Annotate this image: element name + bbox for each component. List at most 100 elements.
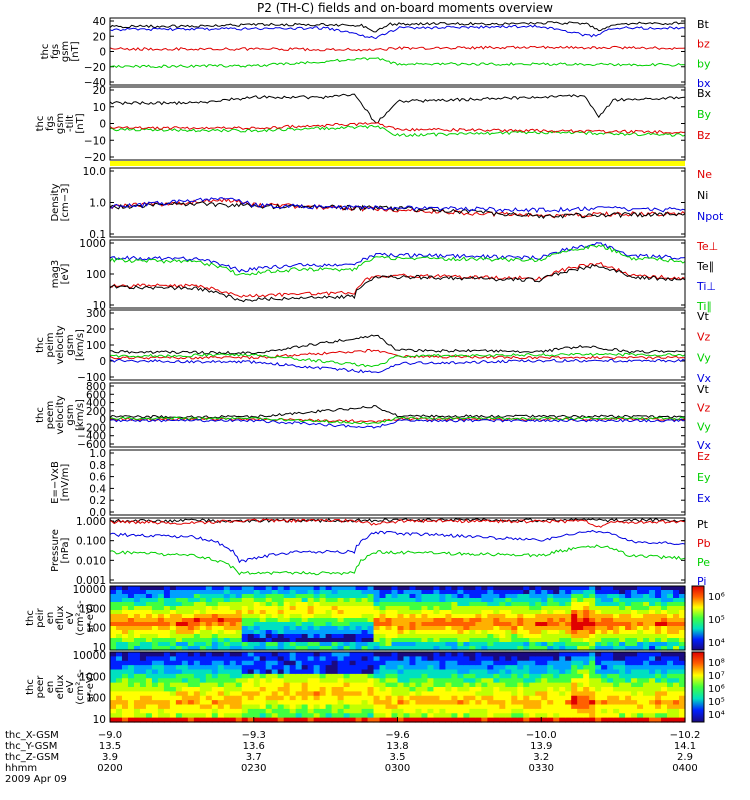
spectrogram-cell [607, 656, 614, 662]
spectrogram-cell [331, 713, 339, 719]
spectrogram-cell [307, 673, 315, 679]
spectrogram-cell [121, 700, 129, 706]
spectrogram-cell [439, 660, 447, 666]
spectrogram-cell [331, 630, 339, 635]
spectrogram-cell [613, 673, 620, 679]
spectrogram-cell [613, 691, 620, 697]
spectrogram-cell [151, 708, 159, 714]
spectrogram-cell [679, 614, 686, 619]
spectrogram-cell [673, 673, 680, 679]
spectrogram-cell [145, 606, 153, 611]
spectrogram-cell [343, 594, 351, 599]
spectrogram-cell [343, 695, 351, 701]
spectrogram-cell [169, 708, 177, 714]
spectrogram-cell [151, 646, 159, 651]
spectrogram-cell [121, 682, 129, 688]
spectrogram-cell [673, 713, 680, 719]
spectrogram-cell [307, 642, 315, 647]
spectrogram-cell [349, 717, 357, 723]
spectrogram-cell [379, 590, 387, 595]
spectrogram-cell [301, 626, 309, 631]
spectrogram-cell [253, 669, 261, 675]
spectrogram-cell [133, 682, 141, 688]
spectrogram-cell [373, 590, 381, 595]
spectrogram-cell [409, 642, 417, 647]
y-tick-label: 300 [86, 308, 106, 320]
spectrogram-cell [607, 713, 614, 719]
spectrogram-cell [217, 606, 225, 611]
spectrogram-cell [397, 626, 405, 631]
spectrogram-cell [595, 638, 602, 643]
spectrogram-cell [397, 660, 405, 666]
spectrogram-cell [463, 610, 470, 615]
spectrogram-cell [421, 717, 429, 723]
spectrogram-cell [571, 704, 578, 710]
spectrogram-cell [385, 626, 393, 631]
spectrogram-cell [163, 652, 171, 657]
spectrogram-cell [241, 665, 249, 671]
spectrogram-cell [547, 590, 554, 595]
spectrogram-cell [277, 594, 285, 599]
spectrogram-cell [121, 606, 129, 611]
spectrogram-cell [343, 630, 351, 635]
spectrogram-cell [361, 622, 369, 627]
spectrogram-cell [157, 691, 165, 697]
spectrogram-cell [439, 691, 447, 697]
spectrogram-cell [625, 691, 632, 697]
spectrogram-cell [619, 610, 626, 615]
spectrogram-cell [115, 691, 123, 697]
spectrogram-cell [667, 682, 674, 688]
panel-frame [109, 517, 686, 584]
spectrogram-cell [433, 673, 441, 679]
spectrogram-cell [607, 634, 614, 639]
spectrogram-cell [427, 713, 435, 719]
spectrogram-cell [259, 590, 267, 595]
spectrogram-cell [499, 646, 506, 651]
spectrogram-cell [475, 602, 482, 607]
spectrogram-cell [601, 610, 608, 615]
spectrogram-cell [469, 682, 476, 688]
spectrogram-cell [241, 700, 249, 706]
spectrogram-cell [673, 594, 680, 599]
spectrogram-cell [241, 673, 249, 679]
spectrogram-cell [127, 638, 135, 643]
spectrogram-cell [247, 652, 255, 657]
spectrogram-cell [259, 687, 267, 692]
spectrogram-cell [205, 638, 213, 643]
spectrogram-cell [667, 656, 674, 662]
spectrogram-cell [409, 634, 417, 639]
spectrogram-cell [205, 598, 213, 603]
spectrogram-cell [259, 717, 267, 723]
spectrogram-cell [679, 610, 686, 615]
spectrogram-cell [505, 652, 512, 657]
spectrogram-cell [205, 660, 213, 666]
spectrogram-cell [613, 598, 620, 603]
spectrogram-cell [631, 695, 638, 701]
colorbar-tick-label: 10⁴ [708, 638, 725, 649]
spectrogram-cell [205, 586, 213, 591]
spectrogram-cell [379, 717, 387, 723]
spectrogram-cell [667, 700, 674, 706]
spectrogram-cell [583, 700, 590, 706]
spectrogram-cell [301, 622, 309, 627]
spectrogram-cell [235, 717, 243, 723]
spectrogram-cell [253, 646, 261, 651]
spectrogram-cell [295, 590, 303, 595]
spectrogram-cell [487, 594, 494, 599]
spectrogram-cell [343, 656, 351, 662]
spectrogram-cell [301, 665, 309, 671]
spectrogram-cell [133, 642, 141, 647]
spectrogram-cell [463, 594, 470, 599]
spectrogram-cell [487, 642, 494, 647]
spectrogram-cell [301, 687, 309, 692]
spectrogram-cell [589, 618, 596, 623]
spectrogram-cell [481, 638, 488, 643]
spectrogram-cell [145, 586, 153, 591]
spectrogram-cell [547, 622, 554, 627]
spectrogram-cell [631, 622, 638, 627]
spectrogram-cell [133, 622, 141, 627]
spectrogram-cell [337, 646, 345, 651]
spectrogram-cell [511, 669, 518, 675]
spectrogram-cell [331, 687, 339, 692]
spectrogram-cell [457, 622, 464, 627]
